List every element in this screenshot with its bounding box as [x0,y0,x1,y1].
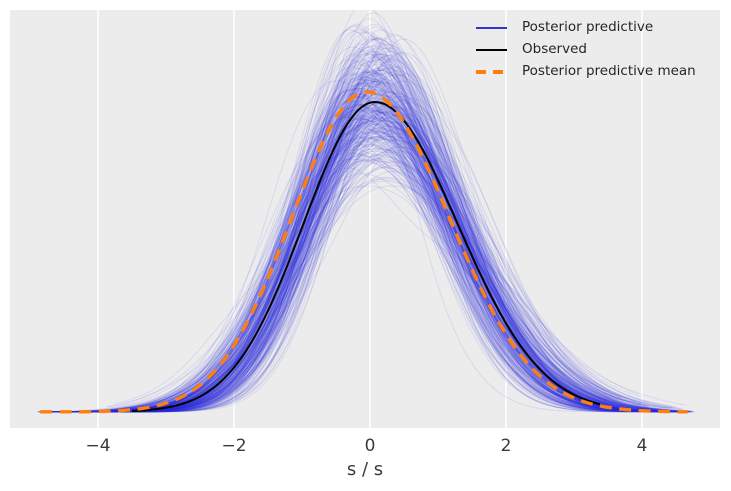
dashed-line-swatch-icon [476,70,507,74]
legend: Posterior predictive Observed Posterior pr… [476,17,696,83]
x-tick-label: 0 [364,436,376,456]
legend-label: Posterior predictive [522,19,654,36]
x-tick-label: 4 [636,436,648,456]
legend-label: Posterior predictive mean [522,63,696,80]
line-swatch-icon [476,27,507,29]
legend-item-observed: Observed [476,39,696,61]
legend-label: Observed [522,41,587,58]
x-tick-label: 2 [500,436,512,456]
x-tick-label: −2 [221,436,247,456]
legend-item-posterior-predictive: Posterior predictive [476,17,696,39]
x-axis-label: s / s [346,459,384,480]
legend-item-posterior-predictive-mean: Posterior predictive mean [476,61,696,83]
line-swatch-icon [476,49,507,51]
x-tick-label: −4 [85,436,111,456]
